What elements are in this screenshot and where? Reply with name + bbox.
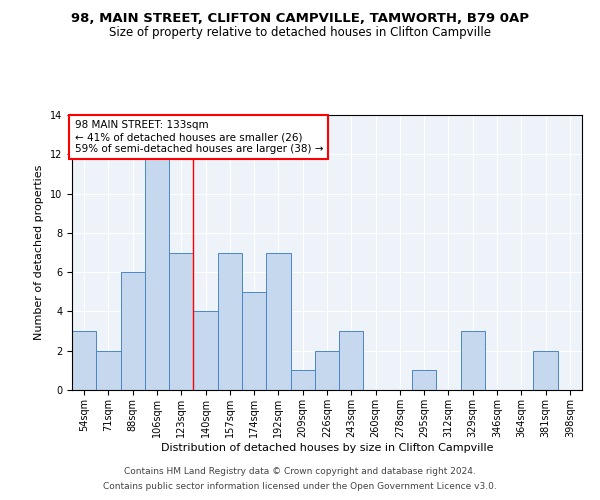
Bar <box>266 252 290 390</box>
Bar <box>218 252 242 390</box>
Bar <box>193 312 218 390</box>
Bar <box>121 272 145 390</box>
Bar <box>169 252 193 390</box>
Y-axis label: Number of detached properties: Number of detached properties <box>34 165 44 340</box>
Bar <box>533 350 558 390</box>
Text: Contains HM Land Registry data © Crown copyright and database right 2024.: Contains HM Land Registry data © Crown c… <box>124 467 476 476</box>
Bar <box>315 350 339 390</box>
Bar <box>412 370 436 390</box>
Bar <box>461 331 485 390</box>
Text: Contains public sector information licensed under the Open Government Licence v3: Contains public sector information licen… <box>103 482 497 491</box>
Text: Size of property relative to detached houses in Clifton Campville: Size of property relative to detached ho… <box>109 26 491 39</box>
Text: 98 MAIN STREET: 133sqm
← 41% of detached houses are smaller (26)
59% of semi-det: 98 MAIN STREET: 133sqm ← 41% of detached… <box>74 120 323 154</box>
Bar <box>96 350 121 390</box>
Bar <box>242 292 266 390</box>
X-axis label: Distribution of detached houses by size in Clifton Campville: Distribution of detached houses by size … <box>161 442 493 452</box>
Text: 98, MAIN STREET, CLIFTON CAMPVILLE, TAMWORTH, B79 0AP: 98, MAIN STREET, CLIFTON CAMPVILLE, TAMW… <box>71 12 529 26</box>
Bar <box>339 331 364 390</box>
Bar <box>72 331 96 390</box>
Bar <box>145 154 169 390</box>
Bar <box>290 370 315 390</box>
